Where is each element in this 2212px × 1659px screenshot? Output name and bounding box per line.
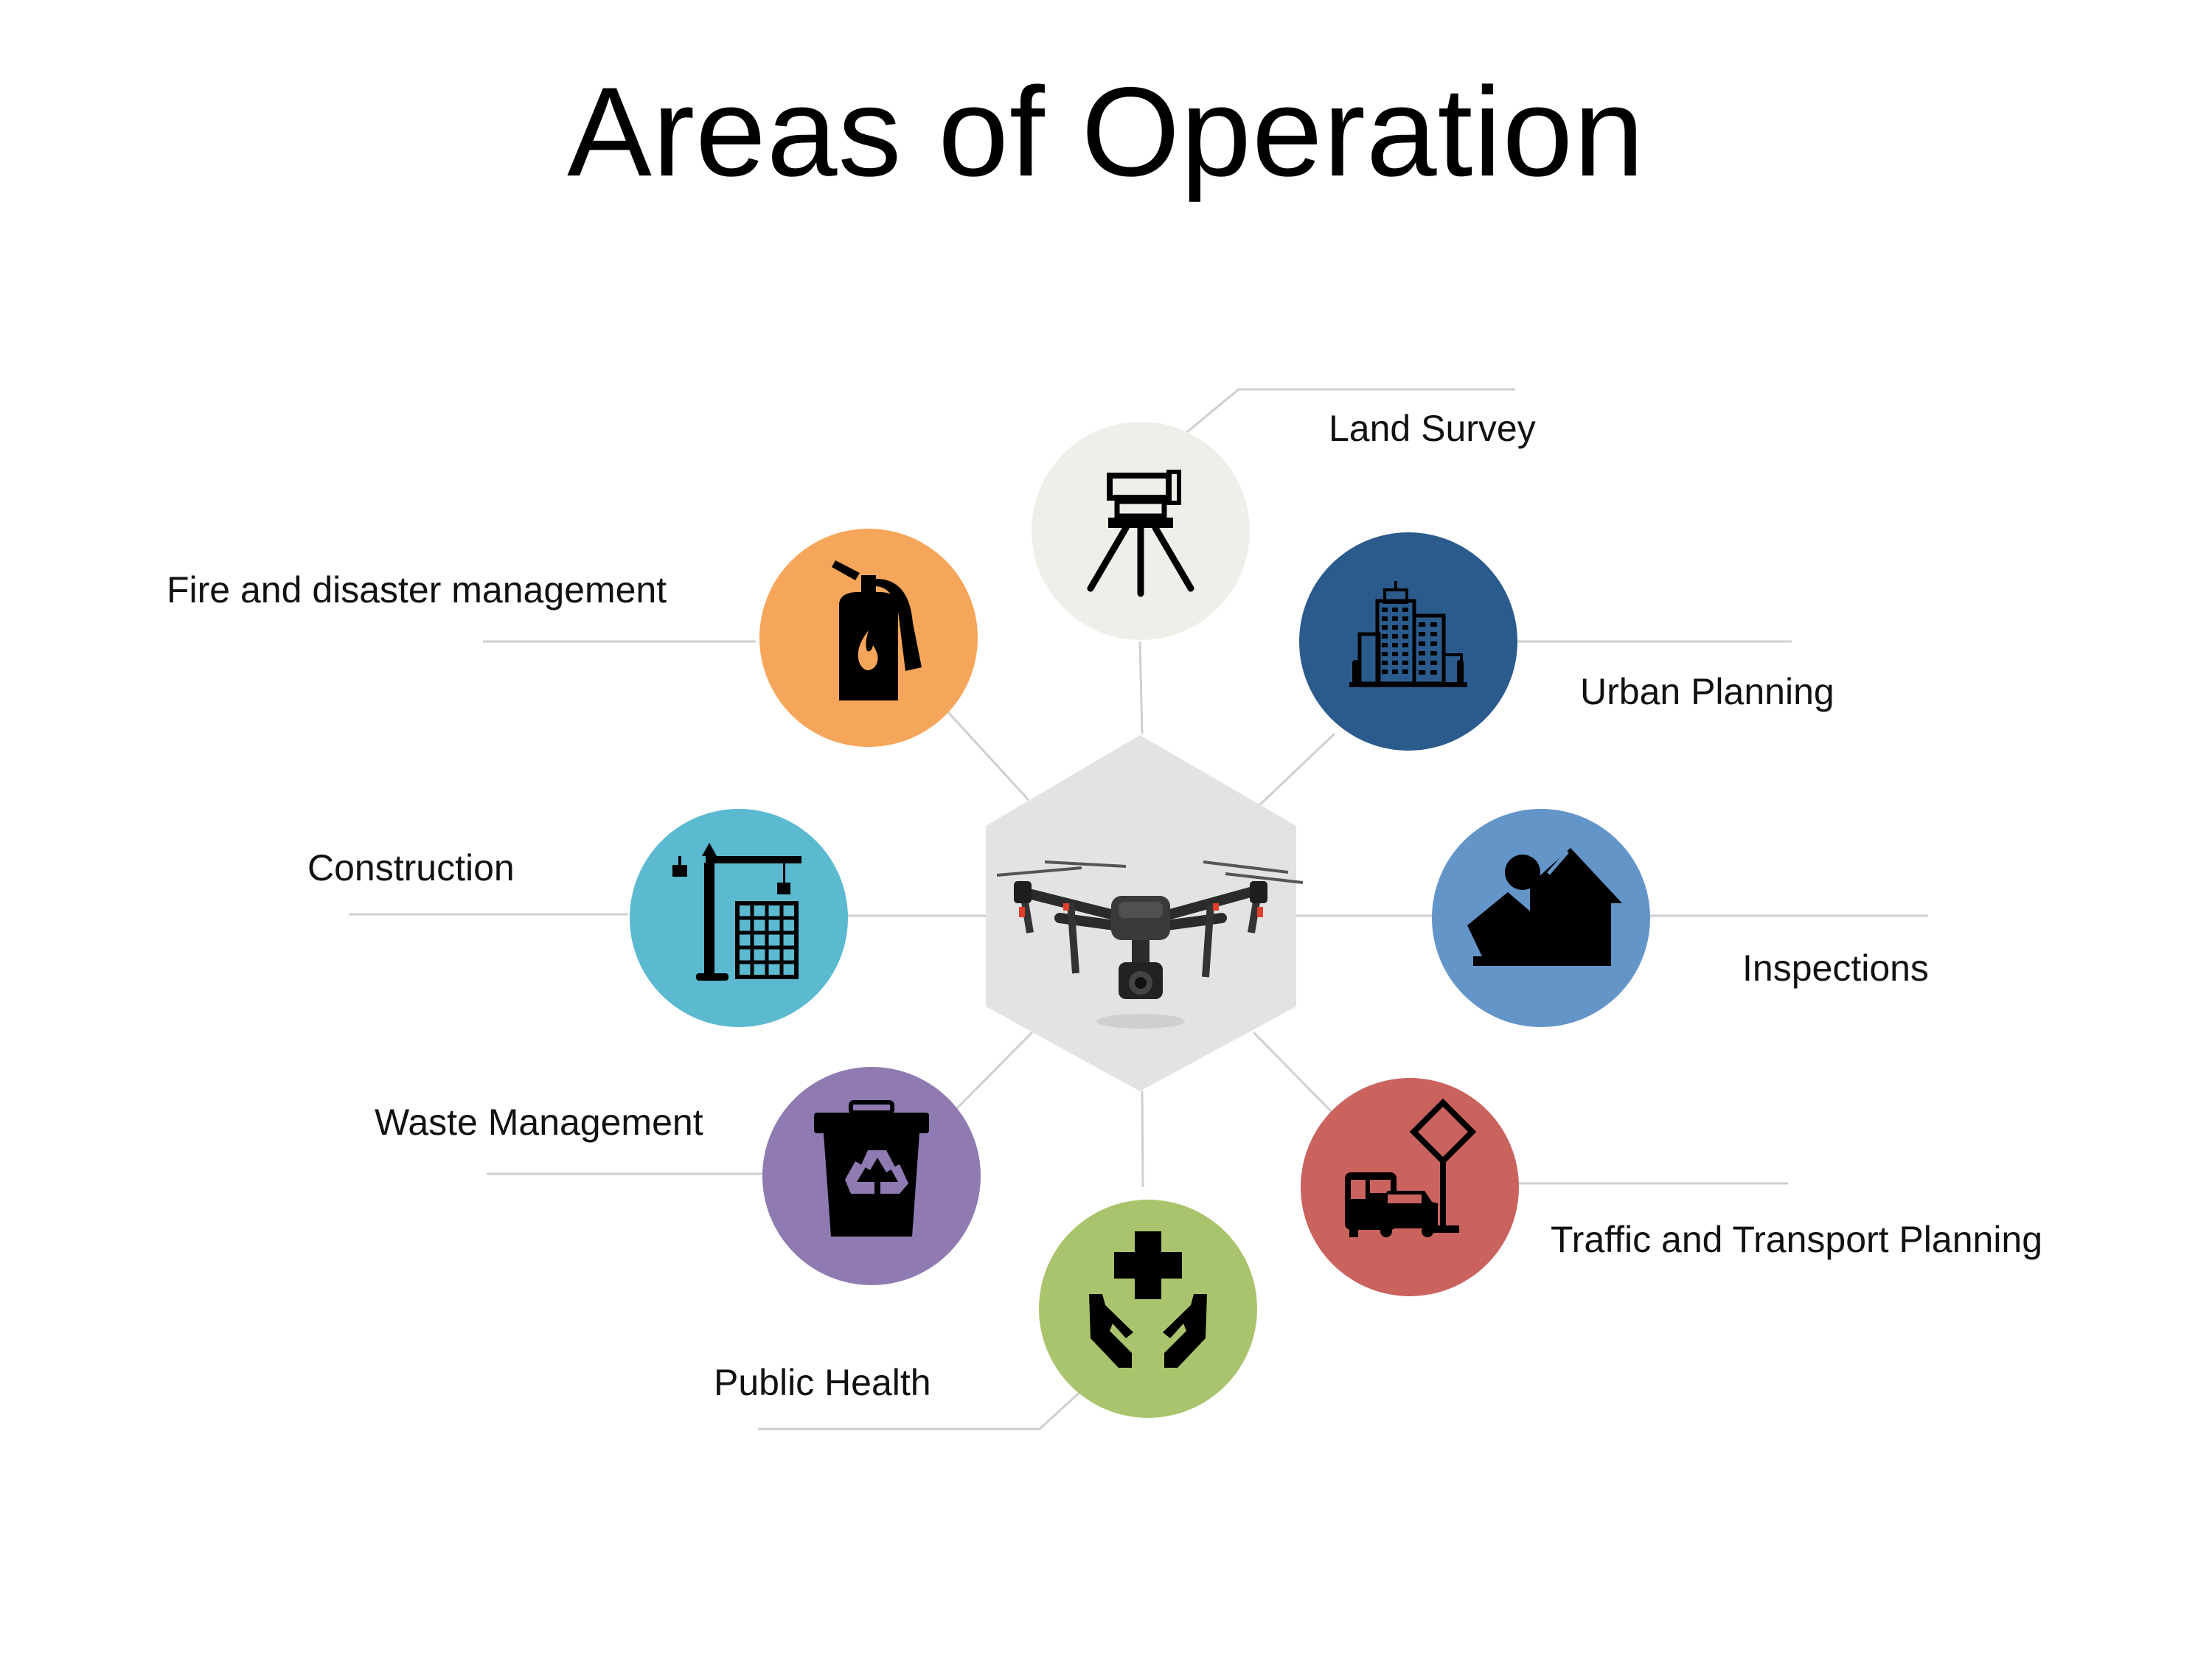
label-inspections: Inspections xyxy=(1742,947,1929,989)
label-traffic: Traffic and Transport Planning xyxy=(1551,1219,2043,1260)
house-inspector-icon xyxy=(1467,848,1622,966)
connector-traffic xyxy=(1252,1031,1335,1115)
label-urban-planning: Urban Planning xyxy=(1580,671,1834,712)
bus-car-sign-icon xyxy=(1345,1098,1477,1237)
connector-urban-planning xyxy=(1256,732,1336,809)
connector-land-survey xyxy=(1138,641,1144,734)
fire-extinguisher-icon xyxy=(832,560,922,700)
circle-traffic xyxy=(1301,1078,1519,1296)
label-land-survey: Land Survey xyxy=(1329,408,1536,449)
connector-lines xyxy=(349,388,1928,1430)
crane-icon xyxy=(672,843,801,981)
label-fire: Fire and disaster management xyxy=(167,569,667,611)
label-construction: Construction xyxy=(307,847,515,888)
label-waste: Waste Management xyxy=(375,1102,703,1143)
drone-icon xyxy=(996,860,1304,1029)
circle-urban-planning xyxy=(1299,532,1517,751)
connector-waste xyxy=(956,1031,1034,1110)
leader-land-survey xyxy=(1183,388,1515,437)
circle-public-health xyxy=(1039,1200,1257,1418)
tripod-icon xyxy=(1087,470,1194,597)
city-buildings-icon xyxy=(1349,581,1467,687)
label-public-health: Public Health xyxy=(714,1362,931,1403)
page-title: Areas of Operation xyxy=(567,61,1645,203)
leader-public-health xyxy=(758,1388,1084,1430)
recycle-bin-icon xyxy=(814,1100,929,1237)
connector-fire xyxy=(946,710,1030,801)
connector-public-health xyxy=(1141,1091,1144,1188)
hands-cross-icon xyxy=(1089,1231,1207,1368)
